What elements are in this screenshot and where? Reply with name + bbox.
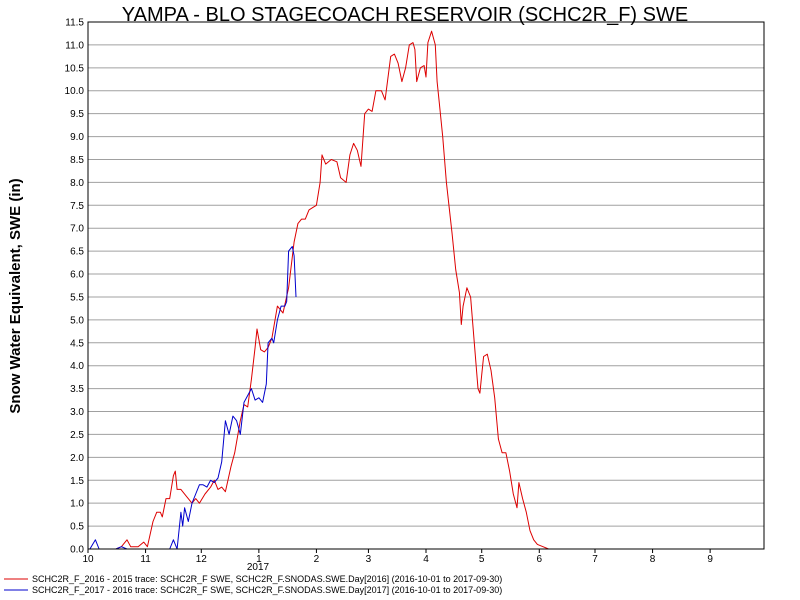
y-tick-label: 11.5 xyxy=(65,18,84,29)
y-tick-label: 10.0 xyxy=(65,86,85,97)
y-tick-label: 6.0 xyxy=(70,270,84,281)
y-tick-label: 3.0 xyxy=(70,407,84,418)
x-tick-label: 3 xyxy=(366,554,372,565)
legend: SCHC2R_F_2016 - 2015 trace: SCHC2R_F SWE… xyxy=(4,574,502,595)
x-tick-label: 6 xyxy=(537,554,543,565)
y-tick-label: 1.5 xyxy=(70,476,84,487)
series-lines xyxy=(88,30,549,550)
y-tick-label: 3.5 xyxy=(70,384,84,395)
series-line-2 xyxy=(88,246,297,550)
y-tick-label: 8.0 xyxy=(70,178,84,189)
y-tick-labels: 0.0 0.5 1.0 1.5 2.0 2.5 3.0 3.5 4.0 4.5 5.0 5.5 6.0 6… xyxy=(65,18,85,556)
legend-entry-2: SCHC2R_F_2017 - 2016 trace: SCHC2R_F SWE… xyxy=(32,585,502,595)
y-tick-label: 4.0 xyxy=(70,361,84,372)
y-axis-label: Snow Water Equivalent, SWE (in) xyxy=(7,178,24,413)
x-tick-label: 7 xyxy=(592,554,598,565)
y-tick-label: 9.5 xyxy=(70,109,84,120)
x-tick-labels: 10 11 12 1 2 3 4 5 6 7 8 9 xyxy=(82,554,713,565)
year-label: 2017 xyxy=(247,562,270,573)
y-tick-label: 7.5 xyxy=(70,201,84,212)
y-tick-label: 4.5 xyxy=(70,338,84,349)
plot-frame xyxy=(87,21,765,550)
y-tick-label: 0.0 xyxy=(70,545,84,556)
y-tick-label: 7.0 xyxy=(70,224,84,235)
x-tick-label: 10 xyxy=(82,554,94,565)
y-tick-label: 1.0 xyxy=(70,499,84,510)
series-line-1 xyxy=(88,30,549,550)
y-tick-label: 6.5 xyxy=(70,247,84,258)
y-tick-label: 0.5 xyxy=(70,522,84,533)
x-tick-label: 8 xyxy=(650,554,656,565)
chart-title: YAMPA - BLO STAGECOACH RESERVOIR (SCHC2R… xyxy=(122,4,688,26)
y-tick-label: 10.5 xyxy=(65,63,85,74)
legend-entry-1: SCHC2R_F_2016 - 2015 trace: SCHC2R_F SWE… xyxy=(32,574,502,584)
y-tick-label: 5.5 xyxy=(70,292,84,303)
x-tick-label: 12 xyxy=(196,554,208,565)
y-tick-label: 9.0 xyxy=(70,132,84,143)
x-tick-label: 2 xyxy=(314,554,320,565)
x-tick-label: 4 xyxy=(423,554,429,565)
x-tick-label: 11 xyxy=(140,554,151,565)
y-tick-label: 11.0 xyxy=(65,40,84,51)
y-tick-label: 2.5 xyxy=(70,430,84,441)
x-tick-label: 5 xyxy=(479,554,485,565)
x-tick-label: 9 xyxy=(707,554,713,565)
y-tick-label: 8.5 xyxy=(70,155,84,166)
grid-lines xyxy=(87,21,764,553)
y-tick-label: 2.0 xyxy=(70,453,84,464)
x-tick-label: 1 xyxy=(256,554,262,565)
y-tick-label: 5.0 xyxy=(70,315,84,326)
